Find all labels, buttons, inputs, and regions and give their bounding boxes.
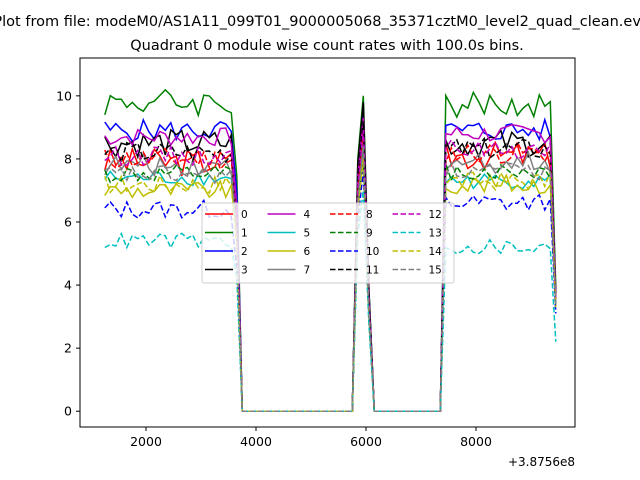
legend-label-3: 3	[241, 265, 248, 277]
legend-label-15: 15	[429, 265, 442, 277]
x-offset-label: +3.8756e8	[508, 455, 575, 469]
y-axis: 0 2 4 6 8 10	[56, 88, 80, 419]
legend-box	[201, 202, 455, 284]
x-tick-label: 2000	[130, 434, 162, 449]
legend-label-1: 1	[241, 228, 248, 240]
series-line-15	[104, 146, 557, 412]
legend-label-7: 7	[304, 265, 311, 277]
plot-lines	[104, 88, 557, 412]
legend-label-9: 9	[366, 228, 373, 240]
chart-title: Quadrant 0 module wise count rates with …	[130, 38, 524, 54]
legend-label-5: 5	[304, 228, 311, 240]
y-tick-label: 6	[64, 215, 72, 230]
figure-title: Plot from file: modeM0/AS1A11_099T01_900…	[0, 14, 640, 30]
legend-label-13: 13	[429, 228, 442, 240]
y-tick-label: 8	[64, 151, 72, 166]
legend-label-12: 12	[429, 209, 442, 221]
plot-frame	[79, 57, 576, 428]
series-line-8	[104, 133, 557, 412]
x-tick-label: 6000	[350, 434, 382, 449]
legend-label-6: 6	[304, 246, 311, 258]
legend-label-14: 14	[429, 246, 443, 258]
x-axis: 2000 4000 6000 8000	[130, 427, 492, 449]
x-tick-label: 8000	[460, 434, 492, 449]
y-tick-label: 4	[64, 278, 72, 293]
legend-label-4: 4	[304, 209, 311, 221]
legend-label-8: 8	[366, 209, 373, 221]
legend-label-11: 11	[366, 265, 379, 277]
legend-label-0: 0	[241, 209, 248, 221]
y-tick-label: 2	[64, 341, 72, 356]
x-tick-label: 4000	[240, 434, 272, 449]
legend-label-2: 2	[241, 246, 248, 258]
y-tick-label: 10	[56, 88, 72, 103]
legend-label-10: 10	[366, 246, 379, 258]
y-tick-label: 0	[64, 404, 72, 419]
